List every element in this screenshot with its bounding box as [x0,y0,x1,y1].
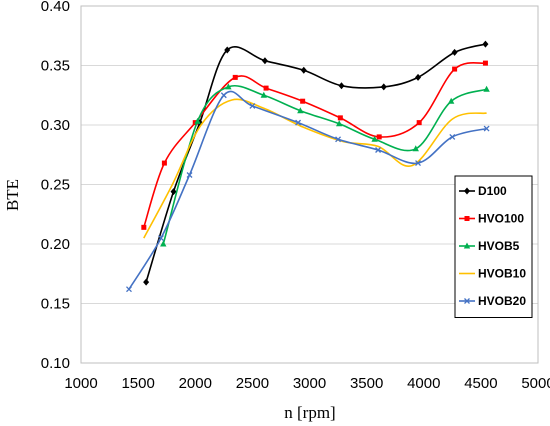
x-tick-label: 1500 [121,375,154,392]
x-tick-label: 3000 [293,375,326,392]
y-tick-labels: 0.10 0.15 0.20 0.25 0.30 0.35 0.40 [41,0,70,372]
data-point [160,240,167,247]
data-point [295,119,302,126]
legend-label: HVOB5 [478,239,520,253]
series-hvo100 [141,60,488,230]
x-tick-label: 2000 [179,375,212,392]
data-point [141,224,147,230]
legend-label: D100 [478,184,507,198]
data-point [483,85,490,92]
series-line [143,98,487,239]
series-line [143,61,486,228]
y-tick-label: 0.10 [41,355,70,372]
legend-label: HVOB10 [478,267,526,281]
data-point [412,145,419,152]
y-tick-label: 0.15 [41,296,70,313]
x-tick-label: 5000 [521,375,550,392]
data-point [263,85,269,91]
data-point [249,103,256,109]
y-tick-label: 0.35 [41,58,70,75]
y-axis-title: BTE [3,179,22,211]
y-tick-label: 0.25 [41,177,70,194]
x-tick-label: 4500 [464,375,497,392]
data-point [220,92,227,99]
x-tick-labels: 1000 1500 2000 2500 3000 3500 4000 4500 5000 [64,375,550,392]
data-point [416,120,422,126]
data-point [300,66,307,74]
data-point [161,160,167,166]
y-tick-label: 0.30 [41,117,70,134]
data-point [451,48,458,56]
data-point [447,97,455,104]
series-hvob5 [160,83,490,247]
data-point [261,57,268,65]
data-point [338,82,345,90]
legend-label: HVO100 [478,212,524,226]
data-point [449,133,456,140]
series-line [162,85,487,245]
y-tick-label: 0.20 [41,236,70,253]
series-group [126,40,490,293]
data-point [463,242,471,249]
series-hvob10 [143,98,487,239]
data-point [186,172,193,178]
data-point [126,286,132,293]
x-tick-label: 1000 [64,375,97,392]
data-point [452,66,458,72]
x-axis-title: n [rpm] [284,403,335,422]
data-point [143,278,150,286]
data-point [336,120,343,127]
y-tick-label: 0.40 [41,0,70,15]
data-point [337,115,343,121]
data-point [375,147,382,153]
data-point [464,216,470,221]
series-line [145,43,486,283]
legend-item: HVOB20 [459,294,526,308]
legend-item: HVOB5 [459,239,520,253]
x-tick-label: 2500 [236,375,269,392]
data-point [158,235,164,242]
legend-label: HVOB20 [478,294,526,308]
data-point [300,98,306,104]
data-point [335,136,342,143]
plot-frame [80,5,539,364]
data-point [464,298,470,304]
legend: D100 HVO100 HVOB5 HVOB10 HVOB20 [454,175,533,318]
data-point [224,46,231,54]
data-point [482,60,488,66]
series-line [128,90,487,290]
data-point [482,40,489,48]
legend-item: HVO100 [459,212,524,226]
data-point [225,83,232,90]
data-point [194,117,201,124]
data-point [376,134,382,140]
data-point [297,107,304,114]
data-point [415,160,421,167]
legend-item: D100 [459,184,507,198]
x-tick-label: 3500 [350,375,383,392]
data-point [232,74,238,80]
data-point [380,83,387,91]
legend-item: HVOB10 [459,267,526,281]
x-tick-label: 4000 [407,375,440,392]
data-point [371,135,378,142]
data-point [170,188,177,196]
data-point [415,73,422,81]
series-hvob20 [126,90,490,293]
data-point [464,187,470,195]
data-point [260,91,267,98]
data-point [483,125,490,132]
